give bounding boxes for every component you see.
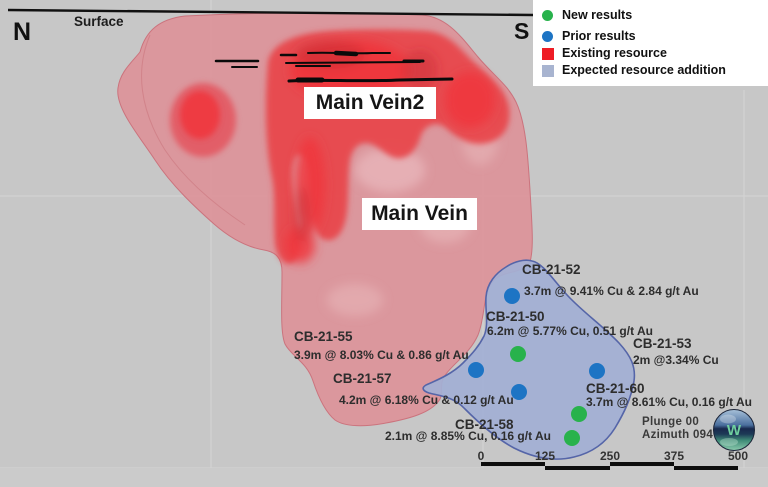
legend-item-existing-resource: Existing resource: [533, 46, 768, 62]
drillhole-result: 2.1m @ 8.85% Cu, 0.16 g/t Au: [385, 429, 551, 443]
legend-item-expected-addition: Expected resource addition: [533, 63, 768, 79]
scale-bar-segment: [610, 462, 674, 466]
new-result-marker: [564, 430, 580, 446]
drillhole-id: CB-21-57: [333, 371, 392, 386]
drillhole-id: CB-21-55: [294, 329, 353, 344]
legend-label: Expected resource addition: [562, 63, 726, 77]
prior-result-marker: [589, 363, 605, 379]
legend-label: Prior results: [562, 29, 636, 43]
legend: New results Prior results Existing resou…: [533, 0, 768, 86]
prior-result-marker: [468, 362, 484, 378]
prior-result-marker: [511, 384, 527, 400]
compass-north-label: N: [13, 18, 32, 46]
surface-label: Surface: [74, 14, 124, 29]
prior-results-marker-icon: [542, 31, 553, 42]
surface-line: [7, 8, 534, 17]
orientation-globe-icon: W: [713, 409, 755, 451]
drillhole-id: CB-21-53: [633, 336, 692, 351]
scale-tick: 250: [599, 449, 621, 463]
scale-bar-segment: [481, 462, 545, 466]
drillhole-result: 3.7m @ 8.61% Cu, 0.16 g/t Au: [586, 395, 752, 409]
drillhole-result: 2m @3.34% Cu: [633, 353, 719, 367]
legend-label: Existing resource: [562, 46, 667, 60]
plunge-label: Plunge 00: [642, 416, 700, 428]
drillhole-id: CB-21-60: [586, 381, 645, 396]
new-results-marker-icon: [542, 10, 553, 21]
compass-south-label: S: [514, 18, 530, 44]
main-vein-label: Main Vein: [362, 198, 477, 230]
scale-tick: 375: [663, 449, 685, 463]
legend-item-new-results: New results: [533, 8, 768, 24]
drillhole-id: CB-21-58: [455, 417, 514, 432]
scale-bar-segment: [674, 466, 738, 470]
footer-strip: [0, 468, 768, 487]
drillhole-result: 3.7m @ 9.41% Cu & 2.84 g/t Au: [524, 284, 699, 298]
svg-text:W: W: [727, 422, 742, 439]
drillhole-result: 6.2m @ 5.77% Cu, 0.51 g/t Au: [487, 324, 653, 338]
expected-addition-marker-icon: [542, 65, 554, 77]
main-vein2-label: Main Vein2: [304, 87, 436, 119]
drill-trace-lines: [214, 50, 454, 83]
scale-bar-segment: [545, 466, 610, 470]
drillhole-result: 4.2m @ 6.18% Cu & 0.12 g/t Au: [339, 393, 514, 407]
scale-tick: 0: [477, 449, 485, 463]
scale-tick: 500: [727, 449, 749, 463]
legend-label: New results: [562, 8, 633, 22]
scale-tick: 125: [534, 449, 556, 463]
drillhole-id: CB-21-52: [522, 262, 581, 277]
new-result-marker: [571, 406, 587, 422]
scale-bar: 0 125 250 375 500: [477, 449, 748, 471]
existing-resource-marker-icon: [542, 48, 554, 60]
azimuth-label: Azimuth 094: [642, 429, 714, 441]
prior-result-marker: [504, 288, 520, 304]
new-result-marker: [510, 346, 526, 362]
legend-item-prior-results: Prior results: [533, 29, 768, 45]
envelope-contour-line: [141, 34, 246, 226]
drillhole-id: CB-21-50: [486, 309, 545, 324]
drillhole-result: 3.9m @ 8.03% Cu & 0.86 g/t Au: [294, 348, 469, 362]
